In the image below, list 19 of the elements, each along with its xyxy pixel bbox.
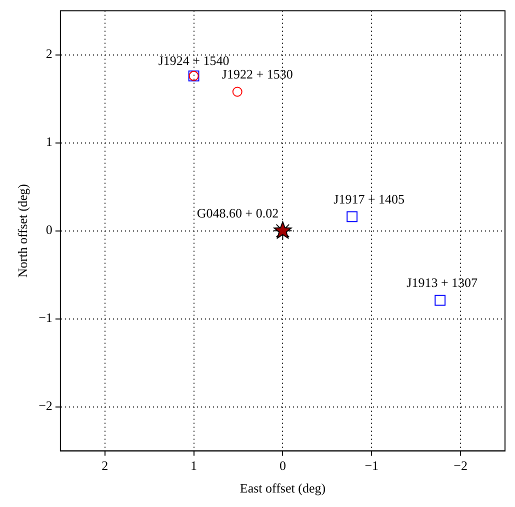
annotation: J1913 + 1307 [406,275,478,290]
x-tick-label: 1 [190,458,198,474]
point [434,294,446,306]
y-tick-label: 2 [46,46,52,62]
point [346,211,358,222]
x-axis-title: East offset (deg) [240,480,326,496]
y-tick-label: −2 [38,398,52,414]
annotation: J1924 + 1540 [158,52,230,68]
x-tick-label: 0 [279,458,286,474]
annotation: G048.60 + 0.02 [196,206,279,221]
x-tick-label: 2 [102,458,108,474]
y-tick-label: 1 [46,134,52,150]
x-tick-label: −1 [364,458,379,474]
y-axis-title: North offset (deg) [15,184,30,278]
y-tick-label: −1 [38,310,52,326]
annotation: J1922 + 1530 [222,66,293,82]
x-tick-label: −2 [454,458,468,474]
y-tick-label: 0 [46,222,52,238]
point [232,86,242,97]
